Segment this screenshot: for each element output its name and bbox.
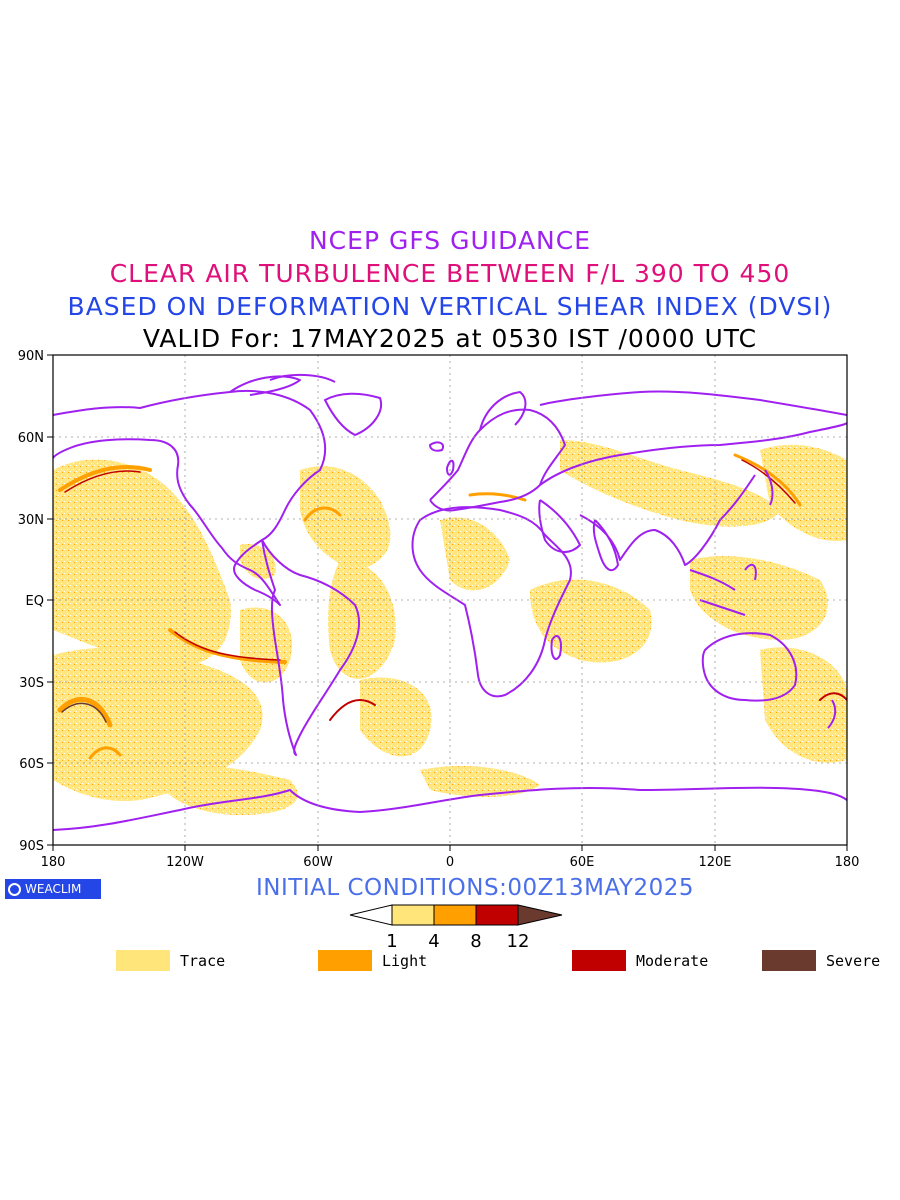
lat-label: 30N <box>18 513 44 528</box>
lat-label: 60S <box>19 757 44 772</box>
colorbar-ticks: 1 4 8 12 <box>386 931 529 952</box>
graticule <box>53 355 847 845</box>
lat-label: 90N <box>18 349 44 364</box>
legend-swatch <box>318 950 372 971</box>
lat-labels: 90N 60N 30N EQ 30S 60S 90S <box>18 349 44 854</box>
logo-ring-icon <box>8 882 21 896</box>
legend-label: Trace <box>180 951 226 970</box>
lon-label: 180 <box>41 855 66 870</box>
colorbar-segment <box>475 904 519 926</box>
legend-moderate: Moderate <box>572 950 708 971</box>
lat-label: 60N <box>18 431 44 446</box>
title-product: CLEAR AIR TURBULENCE BETWEEN F/L 390 TO … <box>109 259 791 288</box>
ticks <box>47 354 848 851</box>
turbulence-jet-streaks <box>57 453 847 760</box>
title-method: BASED ON DEFORMATION VERTICAL SHEAR INDE… <box>67 292 833 321</box>
legend-swatch <box>762 950 816 971</box>
title-model: NCEP GFS GUIDANCE <box>308 226 591 255</box>
colorbar-tick: 4 <box>428 931 439 952</box>
lon-labels: 180 120W 60W 0 60E 120E 180 <box>41 855 860 870</box>
lat-label: EQ <box>26 594 44 609</box>
colorbar-tick: 8 <box>470 931 481 952</box>
legend-swatch <box>572 950 626 971</box>
colorbar-tick: 12 <box>507 931 530 952</box>
colorbar-segment <box>391 904 435 926</box>
colorbar <box>349 904 563 926</box>
lat-label: 90S <box>19 839 44 854</box>
lat-label: 30S <box>19 676 44 691</box>
weaclim-logo: WEACLIM <box>5 879 101 899</box>
legend-label: Light <box>382 951 428 970</box>
lon-label: 0 <box>446 855 454 870</box>
logo-text: WEACLIM <box>25 882 82 896</box>
plot-area <box>53 355 847 845</box>
title-valid-time: VALID For: 17MAY2025 at 0530 IST /0000 U… <box>142 324 758 353</box>
lon-label: 120W <box>166 855 204 870</box>
legend-trace: Trace <box>116 950 225 971</box>
lon-label: 60E <box>570 855 595 870</box>
lon-label: 180 <box>835 855 860 870</box>
legend-label: Severe <box>826 951 881 970</box>
initial-conditions: INITIAL CONDITIONS:00Z13MAY2025 <box>256 875 694 901</box>
legend-label: Moderate <box>636 951 709 970</box>
colorbar-segment <box>433 904 477 926</box>
colorbar-tick: 1 <box>386 931 397 952</box>
colorbar-low-arrow <box>349 904 393 926</box>
lon-label: 120E <box>698 855 731 870</box>
coastlines <box>53 373 847 831</box>
legend-swatch <box>116 950 170 971</box>
colorbar-high-arrow <box>517 904 563 926</box>
lon-label: 60W <box>303 855 333 870</box>
legend-light: Light <box>318 950 427 971</box>
legend-severe: Severe <box>762 950 880 971</box>
